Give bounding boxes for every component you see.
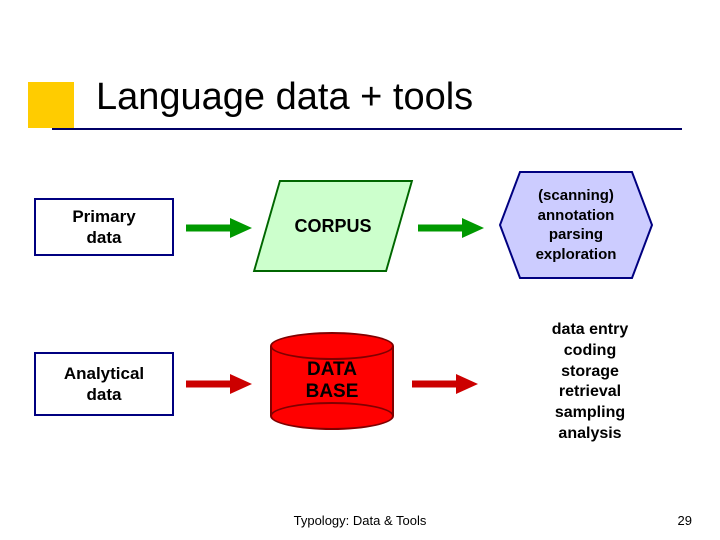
database-processes-label: data entrycodingstorageretrievalsampling… [510,320,670,445]
analytical-data-box: Analyticaldata [34,352,174,416]
primary-data-label: Primarydata [72,206,135,249]
arrow-analytical-to-database [186,374,252,394]
corpus-label: CORPUS [266,180,400,272]
corpus-processes-hexagon: (scanning)annotationparsingexploration [498,170,654,280]
title-accent-block [28,82,74,128]
title-underline [52,128,682,130]
arrow-database-to-processes [412,374,478,394]
arrow-corpus-to-processes [418,218,484,238]
analytical-data-label: Analyticaldata [64,363,144,406]
database-cylinder: DATABASE [270,332,394,430]
slide-title: Language data + tools [96,76,473,119]
database-label: DATABASE [270,332,394,430]
slide-footer: Typology: Data & Tools [0,513,720,528]
page-number: 29 [678,513,692,528]
corpus-shape: CORPUS [266,180,400,272]
primary-data-box: Primarydata [34,198,174,256]
corpus-processes-label: (scanning)annotationparsingexploration [498,170,654,280]
arrow-primary-to-corpus [186,218,252,238]
